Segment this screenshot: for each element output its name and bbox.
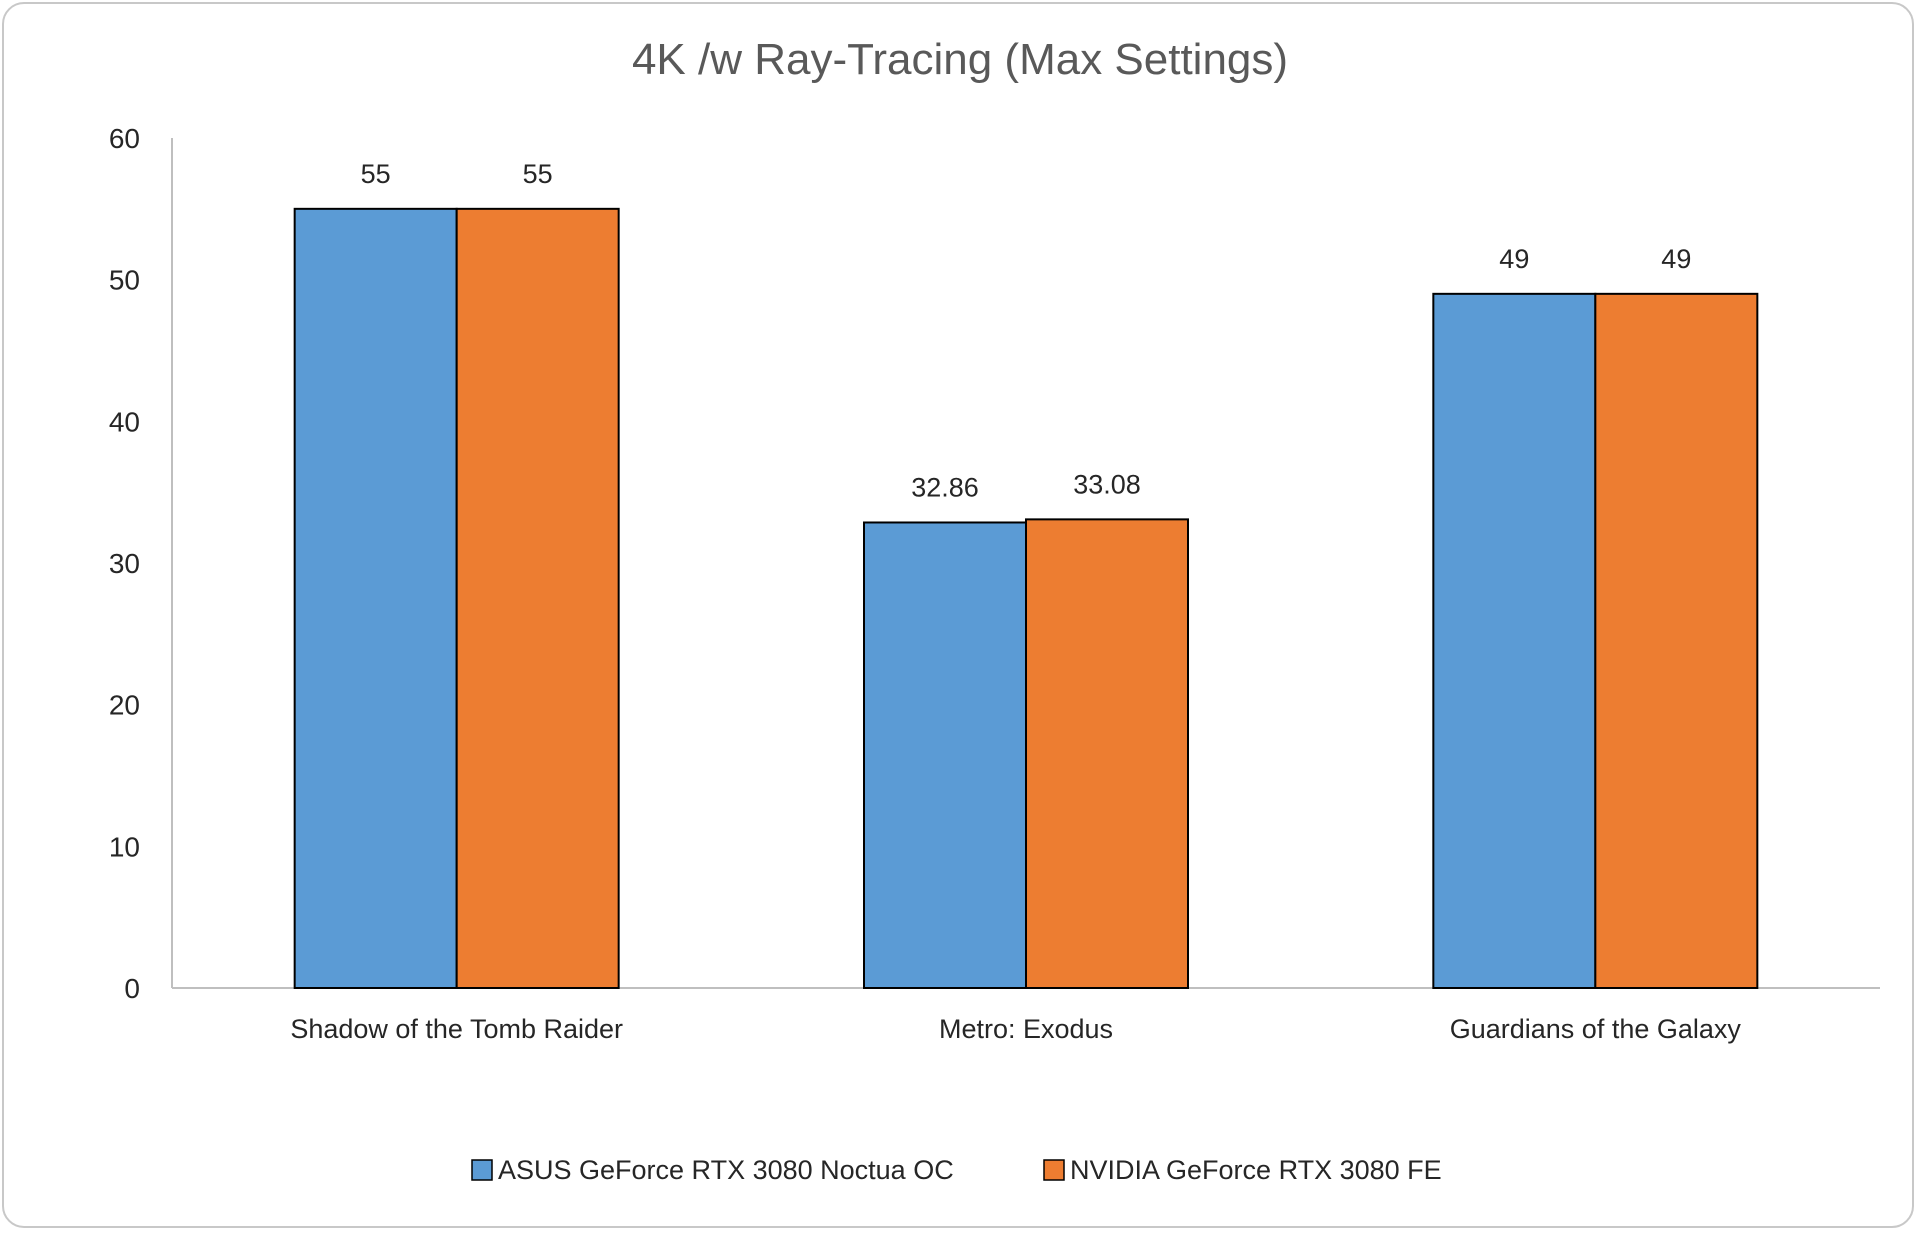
y-tick-label: 30 xyxy=(109,548,140,579)
y-tick-label: 0 xyxy=(124,973,140,1004)
legend-swatch xyxy=(1043,1159,1065,1181)
y-tick-label: 60 xyxy=(109,123,140,154)
bar xyxy=(863,521,1027,989)
data-label: 49 xyxy=(1499,244,1529,274)
x-tick-label: Shadow of the Tomb Raider xyxy=(290,1014,623,1044)
legend-label: NVIDIA GeForce RTX 3080 FE xyxy=(1070,1155,1442,1185)
bar xyxy=(455,207,620,990)
legend-swatch xyxy=(471,1159,493,1181)
bar xyxy=(1432,292,1597,990)
legend: ASUS GeForce RTX 3080 Noctua OC NVIDIA Ge… xyxy=(471,1155,1442,1185)
y-tick-label: 40 xyxy=(109,406,140,437)
y-tick-label: 10 xyxy=(109,831,140,862)
bar xyxy=(293,207,458,990)
data-labels: 55 55 32.86 33.08 49 49 xyxy=(361,159,1692,503)
data-label: 49 xyxy=(1661,244,1691,274)
chart-title: 4K /w Ray-Tracing (Max Settings) xyxy=(632,35,1288,84)
bars xyxy=(293,207,1759,990)
data-label: 55 xyxy=(523,159,553,189)
data-label: 32.86 xyxy=(911,472,979,502)
bar xyxy=(1594,292,1759,990)
x-tick-label: Metro: Exodus xyxy=(939,1014,1113,1044)
legend-label: ASUS GeForce RTX 3080 Noctua OC xyxy=(498,1155,954,1185)
y-tick-label: 20 xyxy=(109,690,140,721)
data-label: 55 xyxy=(361,159,391,189)
x-tick-label: Guardians of the Galaxy xyxy=(1450,1014,1742,1044)
y-tick-label: 50 xyxy=(109,265,140,296)
data-label: 33.08 xyxy=(1073,469,1141,499)
bar xyxy=(1025,518,1189,989)
